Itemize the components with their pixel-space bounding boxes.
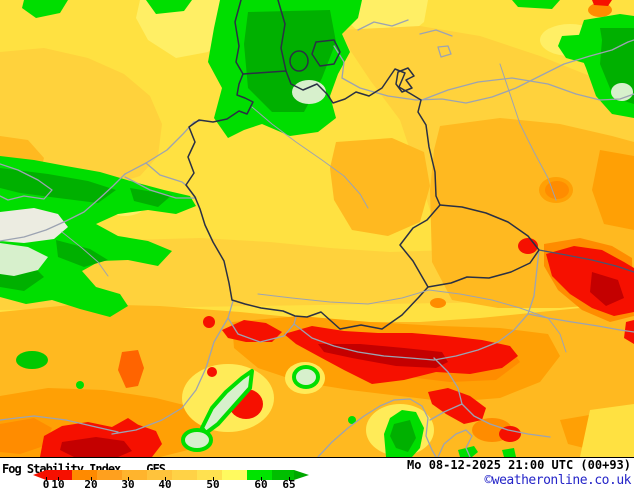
legend-segment bbox=[222, 470, 247, 480]
legend-segment bbox=[122, 470, 147, 480]
legend-segment bbox=[172, 470, 197, 480]
fog-stability-map bbox=[0, 0, 634, 457]
legend-segment bbox=[46, 470, 72, 480]
legend-tick-label: 40 bbox=[158, 478, 172, 491]
legend-right-arrow bbox=[294, 470, 309, 480]
legend-tick-label: 20 bbox=[84, 478, 98, 491]
legend-left-arrow bbox=[33, 470, 46, 480]
legend-tick-mark bbox=[289, 477, 290, 481]
legend-tick-label: 65 bbox=[282, 478, 296, 491]
legend-tick-mark bbox=[91, 477, 92, 481]
country-borders-main bbox=[185, 0, 540, 330]
legend-tick-label: 0 bbox=[42, 478, 50, 491]
copyright-text: ©weatheronline.co.uk bbox=[484, 473, 631, 488]
legend-tick-mark bbox=[58, 477, 59, 481]
legend-tick-label: 10 bbox=[51, 478, 65, 491]
valid-datetime: Mo 08-12-2025 21:00 UTC (00+93) bbox=[407, 458, 631, 472]
legend-tick-label: 60 bbox=[254, 478, 268, 491]
legend-tick-label: 30 bbox=[121, 478, 135, 491]
legend-tick-mark bbox=[128, 477, 129, 481]
legend-bar: Fog Stability Index GFS Mo 08-12-2025 21:… bbox=[0, 457, 634, 490]
mint-patches bbox=[181, 365, 320, 452]
map-area bbox=[0, 0, 634, 457]
legend-segment bbox=[97, 470, 122, 480]
legend-segment bbox=[272, 470, 294, 480]
legend-segment bbox=[197, 470, 222, 480]
legend-tick-mark bbox=[46, 477, 47, 481]
legend-segment bbox=[72, 470, 97, 480]
legend-tick-mark bbox=[165, 477, 166, 481]
coastlines bbox=[0, 19, 634, 457]
rivers bbox=[61, 63, 567, 353]
legend-tick-mark bbox=[213, 477, 214, 481]
legend-tick-label: 50 bbox=[206, 478, 220, 491]
legend-color-scale: 0 10 20 30 40 50 60 65 bbox=[0, 470, 330, 491]
legend-tick-mark bbox=[261, 477, 262, 481]
legend-segment bbox=[247, 470, 272, 480]
legend-segment bbox=[147, 470, 172, 480]
